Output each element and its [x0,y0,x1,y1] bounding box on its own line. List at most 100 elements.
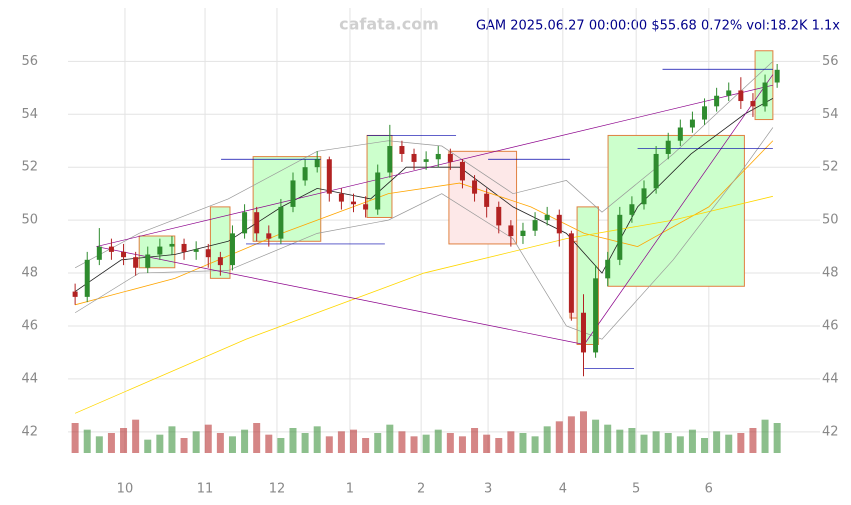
volume-bar [713,431,721,453]
volume-bar [350,429,358,453]
candle-body [544,214,550,221]
volume-bar [362,438,370,453]
watermark: cafata.com [339,15,439,34]
volume-bar [579,411,587,453]
candle-body [580,312,586,353]
volume-bar [398,431,406,453]
volume-bar [95,436,103,453]
candle-body [689,119,695,128]
candle-body [108,246,114,252]
indicator-line [96,84,773,247]
volume-bar [749,428,757,453]
y-tick-label-right: 54 [822,107,839,122]
volume-bar [495,438,503,453]
candle-body [387,146,393,173]
x-tick-label: 6 [705,482,713,497]
y-tick-label: 54 [21,107,38,122]
candle-body [508,225,514,236]
candle-body [375,172,381,210]
candle-body [96,246,102,260]
volume-bar [374,433,382,453]
candle-body [496,206,502,226]
candle-body [133,257,139,268]
candle-body [447,153,453,162]
candle-body [520,230,526,236]
candle-body [278,206,284,239]
y-tick-label: 46 [21,318,38,333]
candle-body [472,180,478,194]
candle-body [702,106,708,120]
candle-body [750,101,756,107]
candle-body [653,153,659,189]
x-tick-label: 2 [417,482,425,497]
volume-bar [253,423,261,453]
candle-body [229,233,235,266]
volume-bar [604,424,612,453]
volume-bar [471,428,479,453]
volume-bar [543,426,551,453]
volume-bar [265,434,273,453]
candle-body [84,259,90,297]
volume-bar [204,424,212,453]
y-tick-label-right: 50 [822,213,839,228]
candle-body [435,153,441,160]
volume-bar [519,433,527,453]
candle-body [242,212,248,234]
candle-body [411,153,417,162]
y-tick-label-right: 46 [822,318,839,333]
zone-box [138,235,176,269]
volume-bar [156,434,164,453]
candle-body [641,188,647,205]
volume-bar [132,419,140,453]
volume-bar [701,438,709,453]
volume-bar [107,433,115,453]
x-tick-label: 5 [632,482,640,497]
candle-body [169,243,175,247]
candle-body [121,251,127,258]
candle-body [351,201,357,205]
volume-bar [337,431,345,453]
x-tick-label: 10 [117,482,134,497]
candle-body [629,204,635,215]
x-tick-label: 11 [197,482,214,497]
zone-box [448,150,518,245]
volume-bar [180,438,188,453]
volume-bar [507,431,515,453]
indicator-line [96,246,585,345]
volume-bar [289,428,297,453]
candle-body [556,214,562,234]
candle-body [254,212,260,234]
volume-bar [422,434,430,453]
volume-bar [737,433,745,453]
x-tick-label: 1 [346,482,354,497]
volume-bar [216,433,224,453]
volume-bar [410,436,418,453]
volume-bar [725,434,733,453]
candle-body [363,204,369,210]
volume-bar [228,436,236,453]
candle-body [484,193,490,207]
candle-body [774,69,780,83]
candle-body [568,233,574,313]
candle-body [714,95,720,107]
y-tick-label: 56 [21,54,38,69]
candle-body [738,90,744,102]
volume-bar [773,423,781,453]
indicator-line [74,127,774,340]
candle-body [266,233,272,239]
candle-body [593,278,599,353]
volume-bar [434,429,442,453]
volume-bar [144,439,152,453]
candle-body [145,254,151,268]
candle-body [72,291,78,297]
y-tick-label-right: 44 [822,371,839,386]
volume-bar [83,429,91,453]
candle-body [726,90,732,96]
volume-bar [628,428,636,453]
volume-bar [664,433,672,453]
indicator-line [75,140,774,306]
volume-bar [531,436,539,453]
volume-bar [301,433,309,453]
volume-bar [313,426,321,453]
